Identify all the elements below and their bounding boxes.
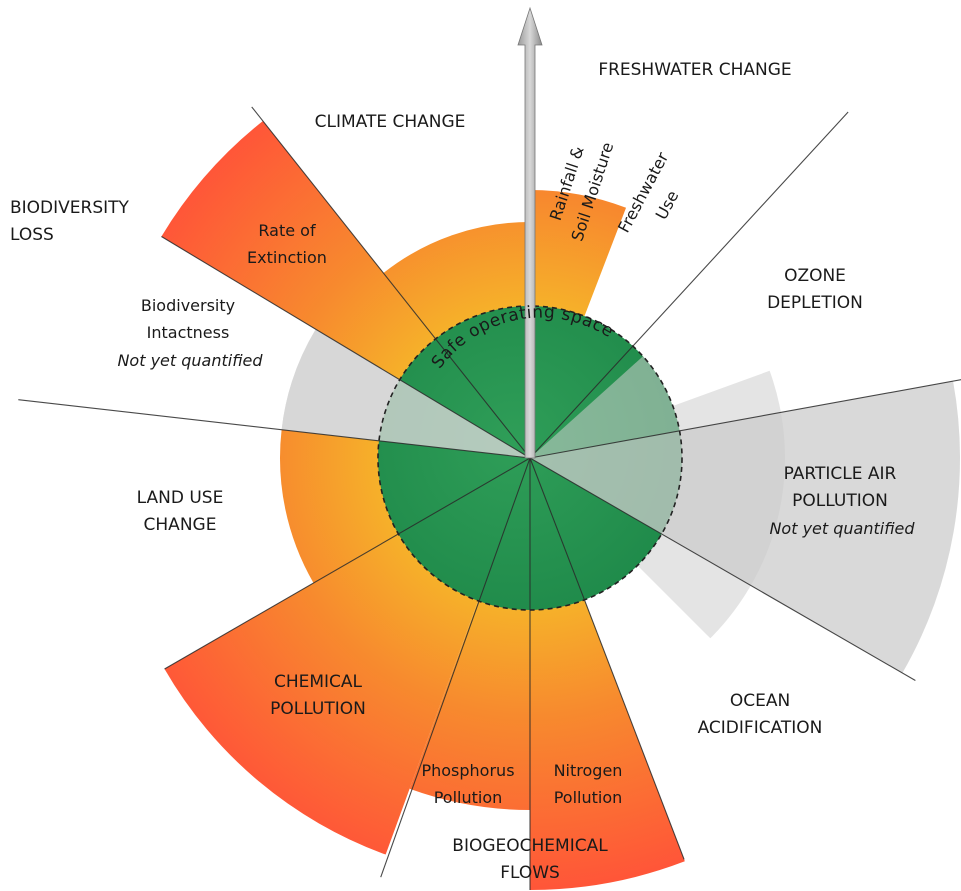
label-group: Nitrogen Pollution bbox=[554, 761, 623, 807]
label-group: PARTICLE AIR POLLUTION Not yet quantified bbox=[769, 464, 915, 538]
separator-line bbox=[529, 111, 849, 459]
label-text: BIOGEOCHEMICAL bbox=[452, 836, 608, 856]
label-text: BIODIVERSITY bbox=[10, 198, 130, 218]
label-text: LAND USE bbox=[137, 488, 224, 508]
label-text: Biodiversity bbox=[141, 296, 235, 315]
label-note: Not yet quantified bbox=[117, 351, 263, 370]
label-text: Rate of bbox=[258, 221, 316, 240]
label-text: Nitrogen bbox=[554, 761, 623, 780]
label-group: LAND USE CHANGE bbox=[137, 488, 224, 535]
label-text: CHANGE bbox=[144, 515, 217, 535]
label-group: OZONE DEPLETION bbox=[767, 266, 863, 313]
label-text: CHEMICAL bbox=[274, 672, 363, 692]
label-text: OZONE bbox=[784, 266, 846, 286]
label-group: BIODIVERSITY LOSS bbox=[10, 198, 130, 245]
intactness-overlay bbox=[281, 329, 530, 458]
label-text: ACIDIFICATION bbox=[698, 718, 823, 738]
label-text: Phosphorus bbox=[421, 761, 514, 780]
label-group: Phosphorus Pollution bbox=[421, 761, 514, 807]
separator-line bbox=[380, 457, 531, 878]
label-text: LOSS bbox=[10, 225, 54, 245]
label-note: Not yet quantified bbox=[769, 519, 915, 538]
label-text: FLOWS bbox=[500, 863, 560, 883]
label-text: POLLUTION bbox=[792, 491, 888, 511]
label-group: OCEAN ACIDIFICATION bbox=[698, 691, 823, 738]
label-text: CLIMATE CHANGE bbox=[315, 112, 466, 132]
separator-line bbox=[161, 236, 531, 459]
label-text: DEPLETION bbox=[767, 293, 863, 313]
label-group: Rate of Extinction bbox=[247, 221, 327, 267]
label-text: Pollution bbox=[554, 788, 623, 807]
separator-line bbox=[529, 457, 685, 860]
label-text: Intactness bbox=[147, 323, 230, 342]
label-text: Pollution bbox=[434, 788, 503, 807]
label-text: FRESHWATER CHANGE bbox=[598, 60, 791, 80]
separator-line bbox=[529, 379, 961, 459]
label-group: FRESHWATER CHANGE bbox=[598, 60, 791, 80]
ozone-grey bbox=[530, 356, 680, 458]
label-text: Use bbox=[652, 187, 683, 222]
label-text: POLLUTION bbox=[270, 699, 366, 719]
separator-line bbox=[18, 399, 531, 459]
label-text: Extinction bbox=[247, 248, 327, 267]
label-text: PARTICLE AIR bbox=[784, 464, 897, 484]
label-text: OCEAN bbox=[730, 691, 790, 711]
label-group: Biodiversity Intactness Not yet quantified bbox=[117, 296, 263, 370]
label-group: CHEMICAL POLLUTION bbox=[270, 672, 366, 719]
separator-line bbox=[164, 457, 531, 670]
separator-line bbox=[251, 106, 531, 459]
label-group: CLIMATE CHANGE bbox=[315, 112, 466, 132]
particle-overlay bbox=[530, 381, 960, 673]
separator-line bbox=[529, 457, 916, 681]
freshwater-arrow bbox=[517, 6, 543, 459]
label-group: BIOGEOCHEMICAL FLOWS bbox=[452, 836, 608, 883]
